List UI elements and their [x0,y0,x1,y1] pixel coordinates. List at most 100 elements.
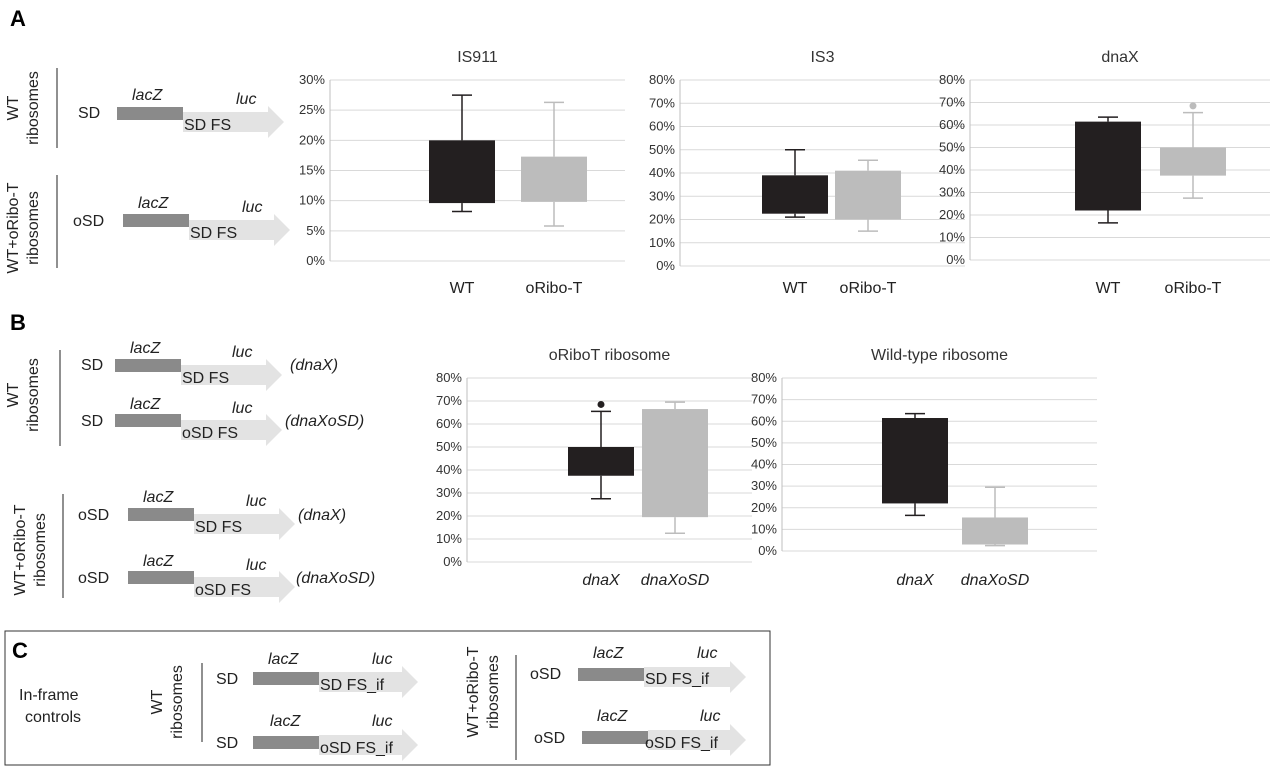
luc-arrow [189,214,290,246]
y-tick-label: 80% [751,370,777,385]
panel-letter-b: B [10,310,26,335]
y-tick-label: 30% [436,485,462,500]
sd-label: oSD [534,730,565,747]
sd-label: SD [81,357,103,374]
gene1-label: lacZ [143,553,174,570]
chart-title: dnaX [1101,49,1139,66]
lacz-bar [578,668,644,681]
y-tick-label: 70% [939,95,965,110]
chart-wild-type-ribosome: Wild-type ribosome 0% 10% 20% 30% 40% 50% 60% 70… [751,347,1097,589]
y-tick-label: 0% [306,253,325,268]
gene2-label: luc [246,557,266,574]
y-tick-label: 70% [436,393,462,408]
y-tick-label: 70% [649,95,675,110]
y-tick-label: 25% [299,102,325,117]
construct-diagram: oSD lacZ luc oSD FS_if [534,708,746,756]
x-category-label: WT [783,280,808,297]
y-tick-label: 0% [656,258,675,273]
construct-name: (dnaXoSD) [285,413,364,430]
gene2-label: luc [236,91,256,108]
construct-diagram: oSD lacZ luc SD FS_if [530,645,746,693]
construct-name: (dnaX) [290,357,338,374]
panel-letter-c: C [12,638,28,663]
y-tick-label: 50% [436,439,462,454]
gene1-label: lacZ [143,489,174,506]
luc-arrow [181,414,282,446]
sd-label: SD [81,413,103,430]
x-category-label: dnaX [582,572,621,589]
gene1-label: lacZ [597,708,628,725]
construct-diagram: SD lacZ luc oSD FS_if [216,713,418,761]
construct-diagram: SD lacZ luc SD FS [78,87,284,138]
y-tick-label: 5% [306,223,325,238]
box-WT [1075,121,1141,211]
y-tick-label: 20% [751,500,777,515]
y-tick-label: 70% [751,392,777,407]
y-tick-label: 20% [299,132,325,147]
chart-oribot-ribosome: oRiboT ribosome 0% 10% 20% 30% 40% 50% 60% 70% 80… [436,347,752,589]
box-oRibo-T [1160,147,1226,176]
chart-dnax: dnaX 0% 10% 20% 30% 40% 50% 60% 70% 80% WT oRibo-T [939,49,1270,297]
luc-arrow [319,666,418,698]
luc-arrow [644,661,746,693]
panel-c-caption-line1: In-frame [19,687,79,704]
gene2-label: luc [242,199,262,216]
luc-arrow [181,359,282,391]
y-tick-label: 30% [939,185,965,200]
box-dnaX [568,447,634,476]
y-tick-label: 0% [946,252,965,267]
fs-label: SD FS [195,519,242,536]
gene1-label: lacZ [268,651,299,668]
x-category-label: oRibo-T [1165,280,1222,297]
gene2-label: luc [372,713,392,730]
y-tick-label: 10% [939,230,965,245]
gene2-label: luc [246,493,266,510]
panel-c-caption-line2: controls [25,709,81,726]
group-label-line1: WT+oRibo-T [5,182,22,273]
gene2-label: luc [697,645,717,662]
gene1-label: lacZ [138,195,169,212]
y-tick-label: 80% [649,72,675,87]
y-tick-label: 80% [436,370,462,385]
luc-arrow [194,571,295,603]
sd-label: oSD [78,507,109,524]
y-tick-label: 10% [436,531,462,546]
gene2-label: luc [372,651,392,668]
construct-diagram: oSD lacZ luc SD FS (dnaX) [78,489,346,540]
gene1-label: lacZ [593,645,624,662]
y-tick-label: 80% [939,72,965,87]
group-label-line2: ribosomes [25,191,42,265]
fs-label: SD FS_if [645,671,710,688]
lacz-bar [115,414,181,427]
y-tick-label: 20% [436,508,462,523]
fs-label: oSD FS_if [320,740,393,757]
y-tick-label: 30% [299,72,325,87]
x-category-label: dnaXoSD [961,572,1030,589]
x-category-label: WT [450,280,475,297]
fs-label: SD FS [182,370,229,387]
sd-label: oSD [78,570,109,587]
panel-c-group-wt: WT ribosomes SD lacZ luc SD FS_if SD lac… [149,651,418,761]
fs-label: SD FS [190,225,237,242]
sd-label: oSD [530,666,561,683]
lacz-bar [123,214,189,227]
group-label-line2: ribosomes [32,513,49,587]
panel-b-group-wt: WT ribosomes SD lacZ luc SD FS (dnaX) SD… [5,340,364,446]
group-label-line1: WT+oRibo-T [12,504,29,595]
luc-arrow [194,508,295,540]
chart-title: oRiboT ribosome [549,347,671,364]
lacz-bar [128,508,194,521]
group-label-line1: WT [149,689,166,714]
sd-label: SD [216,671,238,688]
y-tick-label: 10% [299,193,325,208]
gene2-label: luc [232,344,252,361]
y-tick-label: 10% [649,235,675,250]
x-category-label: dnaXoSD [641,572,710,589]
group-label-line2: ribosomes [25,71,42,145]
y-tick-label: 50% [939,140,965,155]
chart-title: Wild-type ribosome [871,347,1008,364]
sd-label: oSD [73,213,104,230]
luc-arrow [319,729,418,761]
lacz-bar [253,736,319,749]
x-category-label: WT [1096,280,1121,297]
